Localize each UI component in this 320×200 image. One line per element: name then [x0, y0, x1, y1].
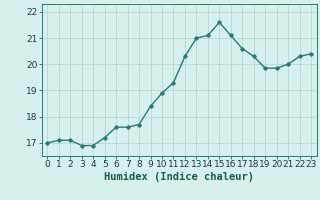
X-axis label: Humidex (Indice chaleur): Humidex (Indice chaleur) — [104, 172, 254, 182]
